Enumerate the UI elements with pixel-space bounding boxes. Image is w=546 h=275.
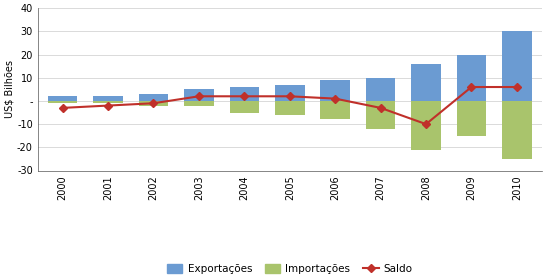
Saldo	[105, 104, 111, 107]
Saldo	[60, 106, 66, 109]
Bar	[456, 54, 486, 101]
Bar	[229, 87, 259, 101]
Bar	[366, 101, 395, 129]
Bar	[184, 101, 213, 106]
Bar	[139, 94, 168, 101]
Saldo	[150, 101, 157, 105]
Bar	[48, 96, 78, 101]
Saldo	[377, 106, 384, 109]
Bar	[229, 101, 259, 112]
Line: Saldo: Saldo	[60, 84, 520, 127]
Saldo	[514, 85, 520, 89]
Y-axis label: US$ Bilhões: US$ Bilhões	[4, 60, 14, 118]
Bar	[275, 101, 305, 115]
Bar	[321, 101, 350, 119]
Saldo	[332, 97, 339, 100]
Saldo	[241, 95, 248, 98]
Saldo	[468, 85, 474, 89]
Bar	[366, 78, 395, 101]
Bar	[93, 96, 123, 101]
Bar	[411, 101, 441, 150]
Saldo	[423, 122, 429, 126]
Bar	[275, 85, 305, 101]
Bar	[456, 101, 486, 136]
Bar	[411, 64, 441, 101]
Bar	[48, 101, 78, 103]
Bar	[502, 31, 532, 101]
Saldo	[287, 95, 293, 98]
Bar	[93, 101, 123, 103]
Bar	[321, 80, 350, 101]
Bar	[184, 89, 213, 101]
Bar	[139, 101, 168, 106]
Bar	[502, 101, 532, 159]
Saldo	[195, 95, 202, 98]
Legend: Exportações, Importações, Saldo: Exportações, Importações, Saldo	[163, 260, 417, 275]
